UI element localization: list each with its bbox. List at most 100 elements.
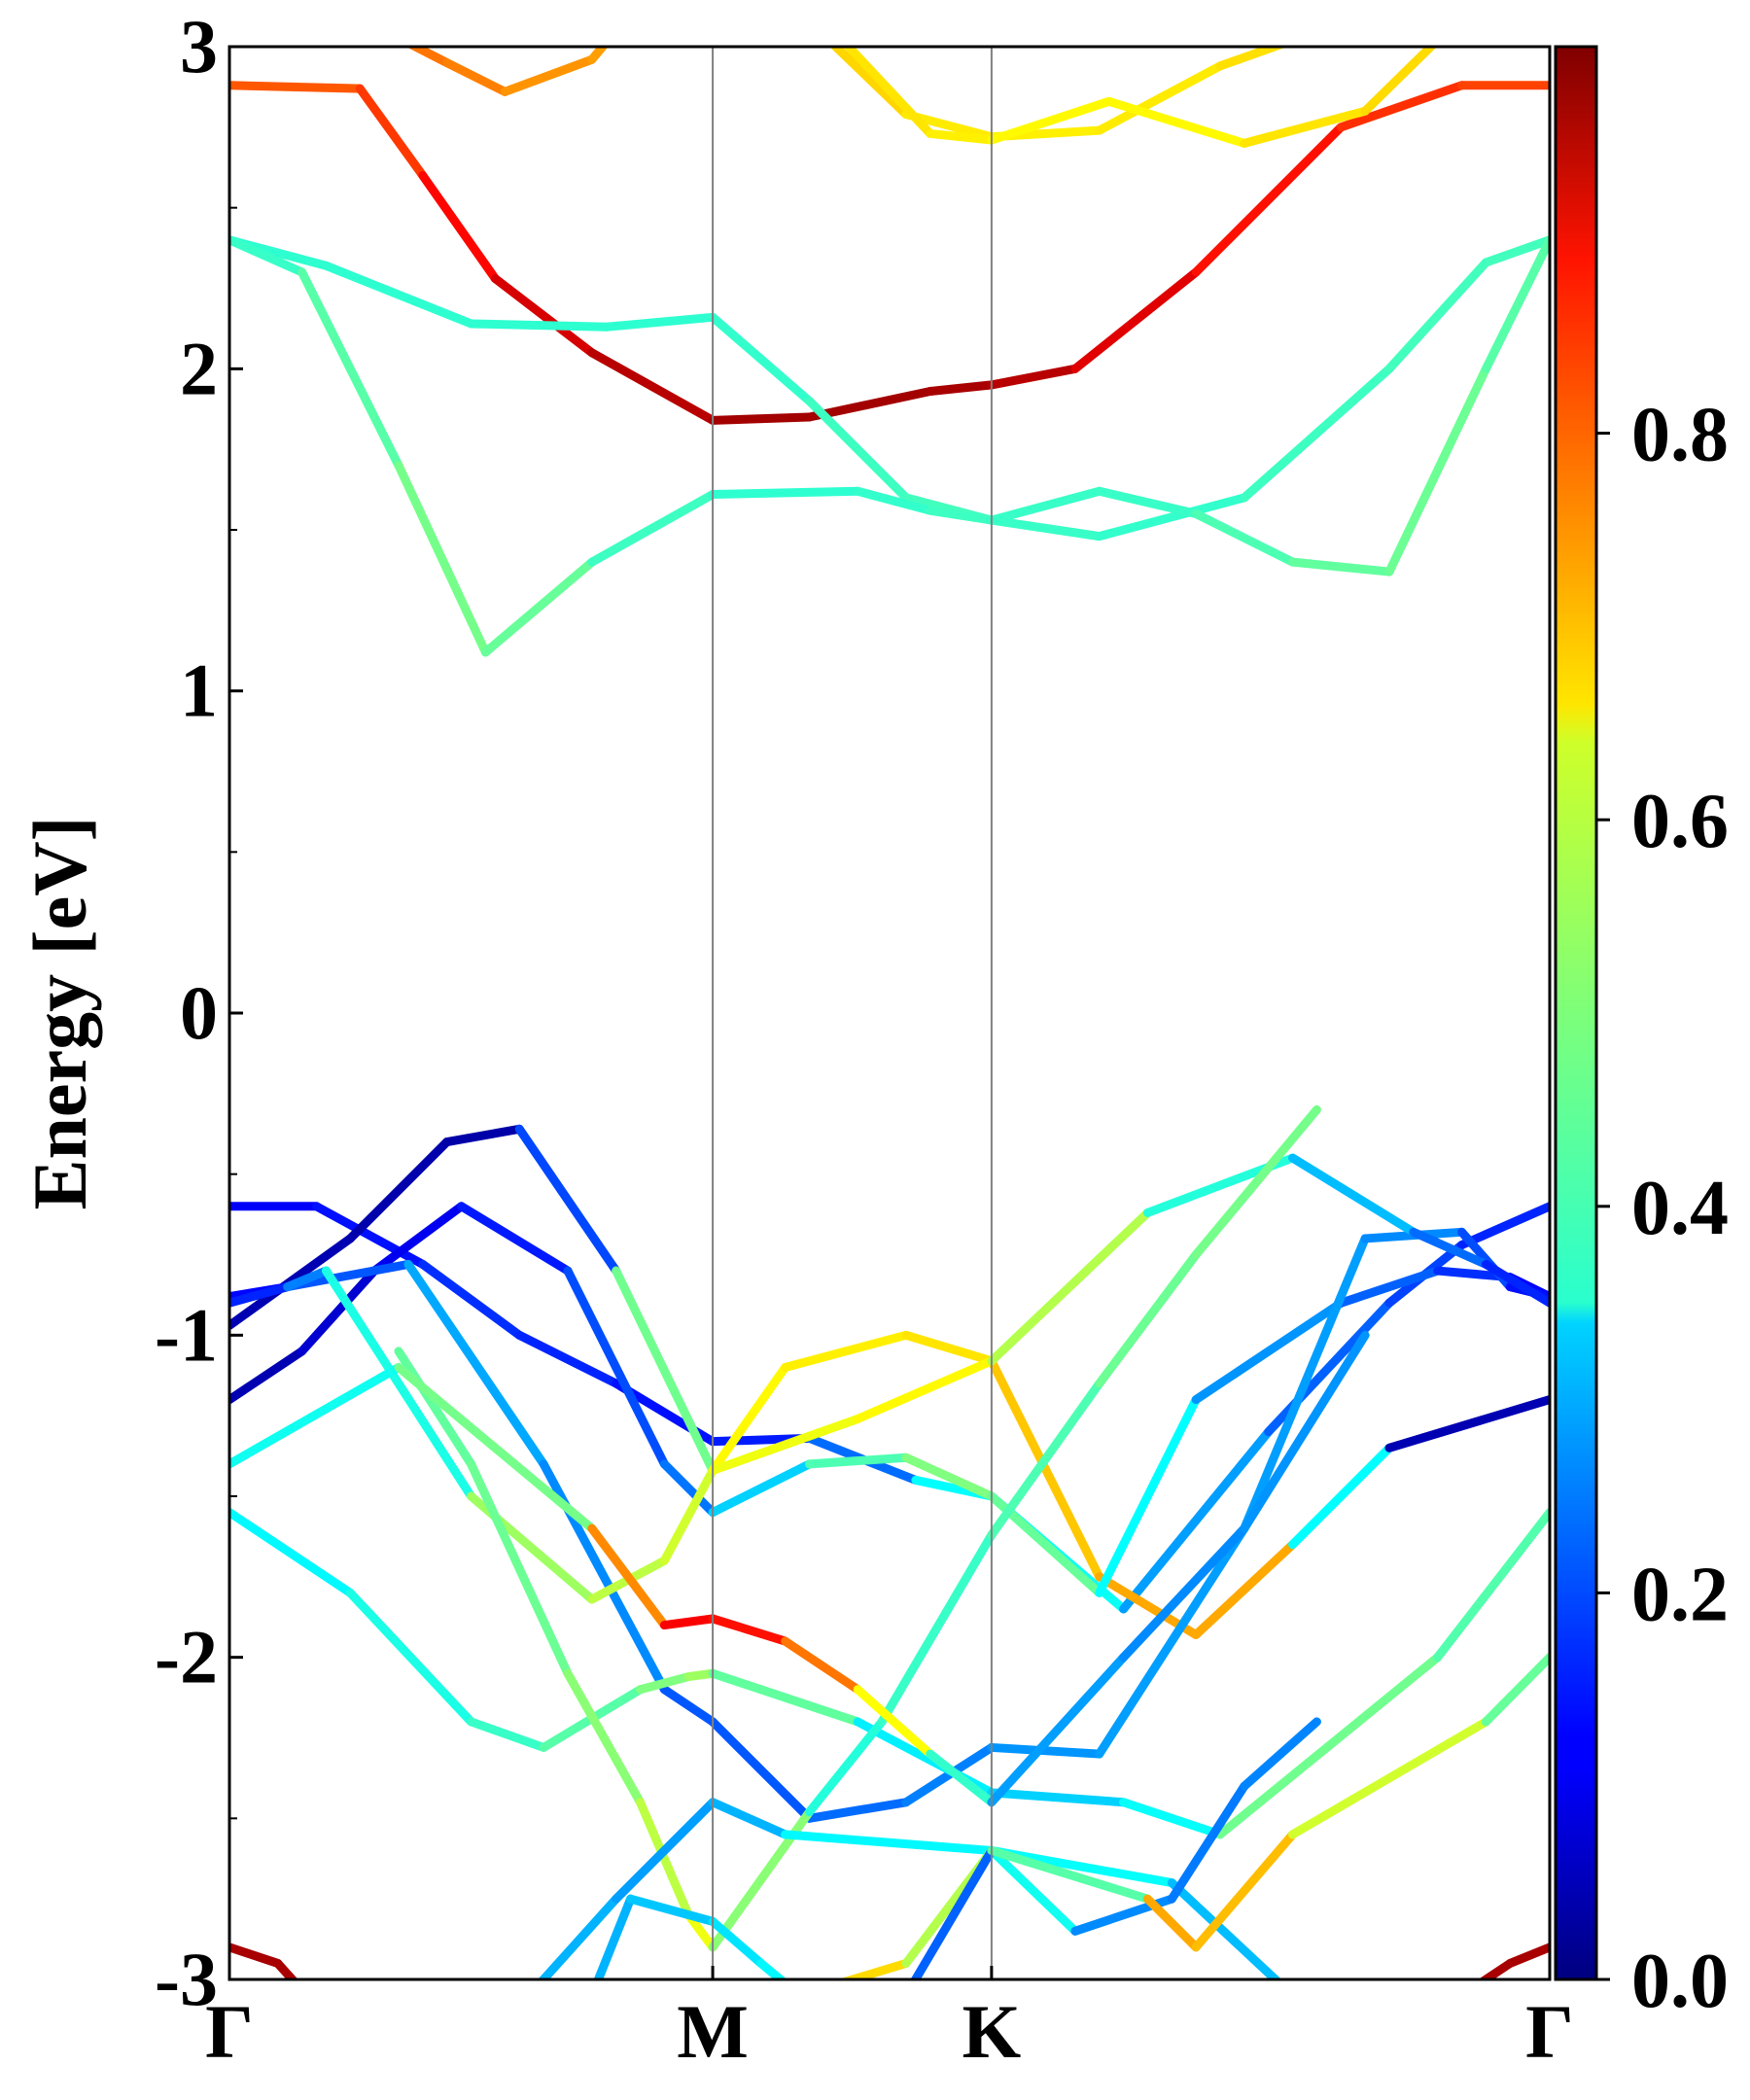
band-segment (837, 1958, 911, 1979)
colorbar-tick-label: 0.0 (1631, 1939, 1729, 2024)
band-segment (708, 1668, 862, 1727)
band-segment (1119, 1523, 1249, 1662)
band-segment (987, 1356, 1104, 1582)
band-12 (229, 1508, 1550, 1839)
band-segment (1264, 1298, 1394, 1437)
colorbar-tick-label: 0.6 (1631, 779, 1729, 864)
band-20 (1478, 1942, 1550, 1979)
band-segment (563, 1668, 646, 1807)
band-segment (355, 84, 428, 181)
kpoint-label: Γ (1525, 1989, 1574, 2074)
band-segment (298, 267, 403, 471)
band-segment (987, 1788, 1129, 1807)
band-segment (987, 364, 1080, 390)
band-segment (394, 461, 490, 657)
band-segment (1167, 1781, 1249, 1904)
band-segment (229, 1282, 293, 1308)
band-segment (1191, 1830, 1298, 1952)
band-segment (1191, 1104, 1321, 1259)
band-segment (418, 1259, 524, 1340)
band-segment (1215, 1653, 1443, 1839)
band-segment (563, 1266, 669, 1469)
band-segment (229, 235, 307, 277)
band-segment (587, 348, 718, 425)
band-segment (311, 1202, 428, 1269)
band-segment (659, 1459, 718, 1518)
band-segment (1191, 122, 1346, 277)
band-17 (837, 1717, 1321, 1979)
kpoint-label: Γ (205, 1989, 254, 2074)
band-segment (457, 1202, 573, 1276)
kpoint-label: K (962, 1989, 1022, 2074)
band-segment (1384, 258, 1490, 373)
band-segment (1070, 267, 1201, 373)
band-15 (538, 1798, 1282, 1979)
band-segment (781, 1830, 997, 1855)
colorbar-tick-label: 0.8 (1631, 393, 1729, 478)
band-segment (480, 557, 597, 657)
kpoint-label: M (677, 1989, 749, 2074)
plot-frame (228, 45, 1552, 1981)
band-segment (1142, 1894, 1201, 1952)
band-segment (708, 412, 814, 425)
band-segment (853, 1356, 997, 1423)
band-segment (1215, 47, 1288, 71)
band-9 (229, 1202, 1550, 1597)
band-segment (283, 1266, 331, 1292)
band-segment (403, 1259, 548, 1469)
band-segment (1240, 1234, 1370, 1533)
band-1 (229, 81, 1550, 425)
band-segment (229, 1942, 283, 1968)
band-segment (345, 1588, 476, 1727)
band-segment (514, 1124, 621, 1276)
band-segment (987, 1379, 1104, 1540)
band-segment (587, 1523, 669, 1630)
y-tick-label: 1 (180, 648, 218, 733)
band-segment (987, 486, 1104, 525)
band-segment (1119, 1427, 1274, 1614)
band-segment (1191, 508, 1298, 567)
band-segment (708, 1414, 862, 1475)
band-segment (442, 1124, 524, 1147)
band-segment (708, 1916, 766, 1968)
colorbar (1554, 45, 1598, 1981)
band-segment (1095, 61, 1225, 135)
band-3 (229, 235, 1550, 657)
band-segment (467, 1459, 573, 1678)
band-segment (853, 486, 935, 515)
band-segment (1288, 1717, 1490, 1839)
band-segment (829, 47, 911, 120)
band-segment (659, 1614, 718, 1630)
band-segment (636, 1798, 693, 1920)
band-segment (418, 171, 500, 284)
y-tick-label: 0 (180, 970, 218, 1055)
band-segment (1191, 1540, 1298, 1639)
band-segment (1481, 1653, 1550, 1727)
band-segment (1478, 1958, 1515, 1979)
colorbar-tick-label: 0.2 (1631, 1552, 1729, 1637)
band-segment (901, 1330, 997, 1366)
band-segment (514, 1330, 621, 1388)
band-segment (1240, 1330, 1370, 1533)
band-segment (987, 1208, 1152, 1366)
band-segment (1191, 1298, 1346, 1405)
band-segment (1384, 364, 1490, 577)
band-segment (490, 274, 597, 358)
band-segment (926, 128, 997, 145)
band-segment (1481, 235, 1550, 267)
band-segment (1481, 235, 1550, 373)
band-segment (926, 1749, 997, 1807)
band-segment (987, 1845, 1080, 1936)
band-segment (987, 515, 1104, 542)
band-segment (1360, 47, 1438, 116)
band-segment (756, 1958, 788, 1979)
band-segment (394, 1362, 597, 1533)
colorbar-ticks: 0.0 0.2 0.4 0.6 0.8 (1596, 393, 1729, 2024)
band-segment (1240, 364, 1394, 503)
band-segment (1336, 81, 1467, 132)
band-segment (1336, 1266, 1443, 1308)
band-segment (804, 396, 911, 503)
band-segment (804, 387, 935, 422)
